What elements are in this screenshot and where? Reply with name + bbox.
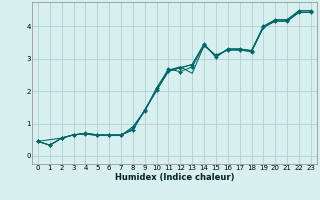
X-axis label: Humidex (Indice chaleur): Humidex (Indice chaleur) [115, 173, 234, 182]
